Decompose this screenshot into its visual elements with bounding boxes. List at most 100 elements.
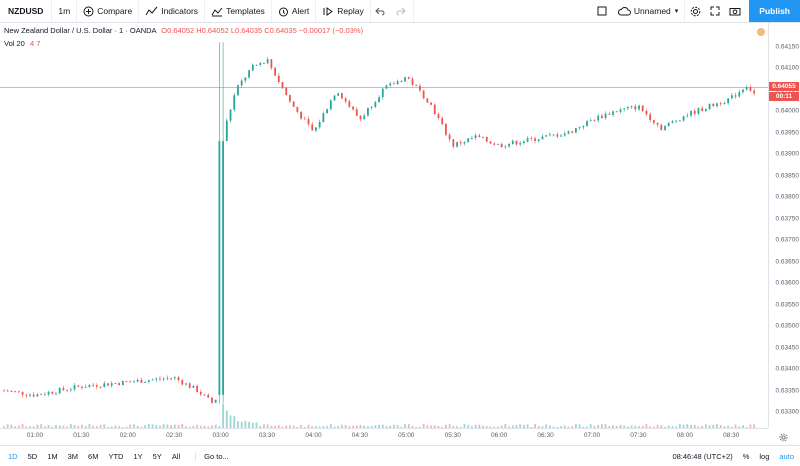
candle-body [259,63,262,65]
candle-body [66,389,69,391]
candle-body [638,105,640,110]
volume-bar [266,424,269,428]
volume-bar [638,426,640,428]
candle-body [359,115,362,120]
volume-bar [489,426,492,428]
price-axis[interactable]: 0.641500.641000.640500.640000.639500.639… [768,22,800,428]
alert-button[interactable]: Alert [272,0,317,22]
compare-label: Compare [97,6,133,16]
candle-body [81,386,83,388]
volume-bar [318,426,321,428]
volume-bar [307,424,310,428]
candle-body [237,85,239,96]
time-tick-label: 01:30 [73,432,90,439]
volume-bar [478,424,481,428]
volume-bar [389,425,392,428]
compare-button[interactable]: Compare [77,0,140,22]
symbol-title[interactable]: New Zealand Dollar / U.S. Dollar · 1 · O… [4,26,157,35]
auto-toggle[interactable]: auto [779,451,794,461]
range-all[interactable]: All [171,451,181,461]
clock[interactable]: 08:46:48 (UTC+2) [672,451,733,461]
redo-button[interactable] [392,0,414,22]
layout-menu[interactable]: Unnamed ▾ [612,0,686,22]
price-tick-label: 0.63750 [775,215,800,223]
candle-body [385,85,388,89]
volume-bar [459,426,462,428]
volume-bar [422,424,425,428]
volume-bar [578,424,581,428]
indicators-button[interactable]: Indicators [139,0,206,22]
interval-selector[interactable]: 1m [52,0,78,22]
candle-body [426,98,429,103]
candle-body [99,386,102,388]
log-toggle[interactable]: log [759,451,770,461]
volume-bar [222,404,225,428]
volume-bar [251,422,254,428]
indicator-dot[interactable] [757,28,765,36]
chevron-down-icon: ▾ [674,8,679,15]
select-layout-checkbox[interactable] [592,0,612,22]
volume-bar [448,424,451,428]
candle-body [92,385,95,386]
volume-bar [367,426,369,428]
plus-circle-icon [83,6,94,16]
volume-bar [378,424,380,428]
volume-bar [504,424,507,428]
volume-bar [537,426,540,428]
gear-icon [690,6,701,16]
range-1d[interactable]: 1D [8,451,18,461]
time-tick-label: 06:30 [537,432,554,439]
fullscreen-button[interactable] [705,0,725,22]
candle-body [337,93,340,96]
snapshot-button[interactable] [725,0,745,22]
time-axis[interactable]: 01:00 01:30 02:00 02:30 03:00 03:30 04:00 04:30… [0,428,768,445]
settings-button[interactable] [685,0,705,22]
volume-bar [181,424,184,428]
volume-bar [326,426,328,428]
volume-bar [62,425,65,428]
volume-bar [114,425,117,428]
replay-button[interactable]: Replay [316,0,371,22]
range-ytd[interactable]: YTD [108,451,124,461]
candle-body [563,133,566,136]
candle-body [125,380,128,382]
axis-settings-button[interactable] [776,431,790,443]
volume-bar [467,424,470,428]
top-toolbar: NZDUSD 1m Compare Indicators Templates A… [0,0,800,23]
range-5y[interactable]: 5Y [152,451,162,461]
volume-label[interactable]: Vol 20 [4,39,25,48]
range-1m[interactable]: 1M [47,451,58,461]
volume-bar [88,424,91,428]
templates-button[interactable]: Templates [205,0,272,22]
candle-body [430,102,432,105]
candle-body [604,113,607,119]
candle-body [656,122,659,125]
alert-label: Alert [291,6,310,16]
candle-body [36,394,39,397]
volume-bar [593,425,596,428]
range-6m[interactable]: 6M [88,451,99,461]
publish-button[interactable]: Publish [749,0,800,22]
candle-body [25,394,28,396]
candle-body [285,87,288,96]
candle-body [281,81,284,88]
volume-bar [6,424,9,428]
candle-body [214,399,217,403]
price-tick-label: 0.63650 [775,258,800,266]
volume-bar [574,424,577,428]
volume-bar [129,424,132,428]
goto-button[interactable]: Go to... [195,451,234,461]
candle-body [571,131,574,133]
volume-bar [363,425,366,428]
undo-button[interactable] [371,0,392,22]
volume-bar [385,425,388,428]
candle-body [712,103,715,107]
range-5d[interactable]: 5D [27,451,38,461]
time-tick-label: 07:00 [583,432,601,439]
symbol-search[interactable]: NZDUSD [0,0,53,22]
percent-toggle[interactable]: % [742,451,750,461]
range-3m[interactable]: 3M [67,451,79,461]
range-1y[interactable]: 1Y [133,451,143,461]
volume-bar [452,426,455,428]
price-chart[interactable] [0,22,768,428]
